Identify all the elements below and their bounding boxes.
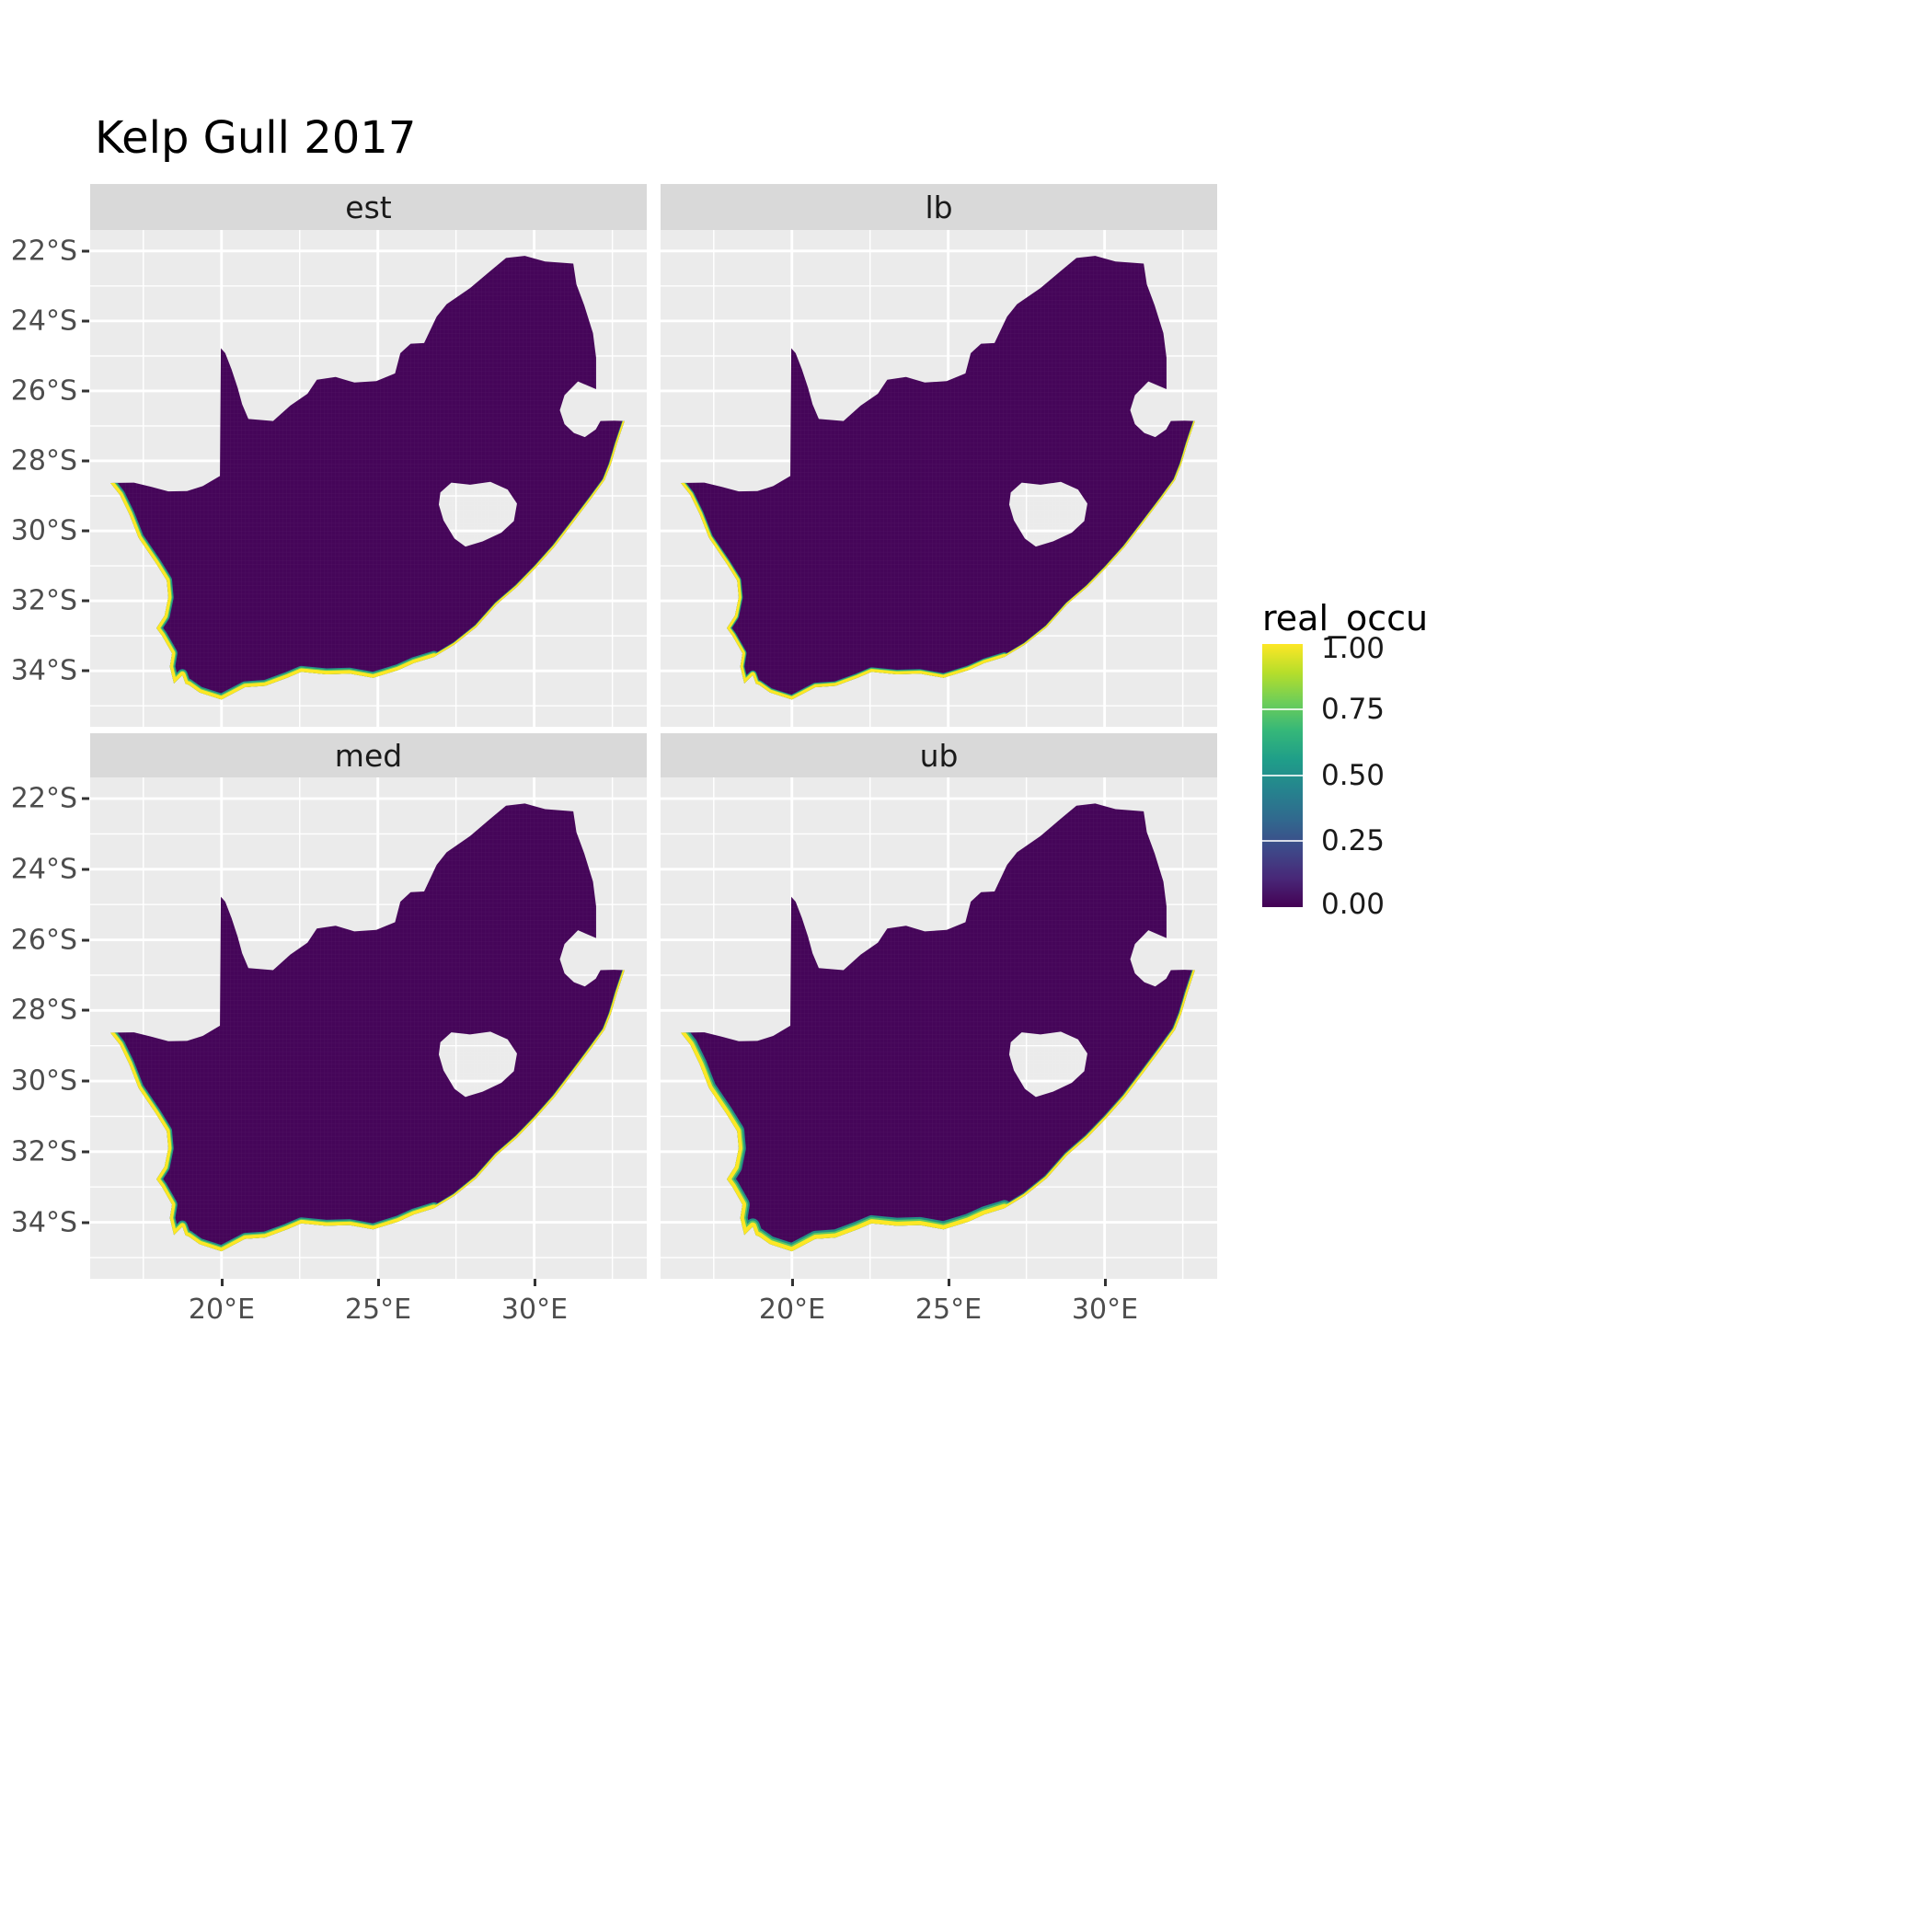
- y-axis-tick: [82, 319, 89, 323]
- x-axis-tick: [377, 1279, 380, 1286]
- legend-label: 0.50: [1321, 759, 1386, 792]
- legend-tick: [1262, 708, 1303, 710]
- legend-tick: [1262, 840, 1303, 842]
- x-axis-label: 25°E: [344, 1294, 412, 1326]
- map-panel-ub: [661, 777, 1217, 1279]
- legend-tick: [1262, 775, 1303, 776]
- facet-strip-med: med: [90, 733, 647, 777]
- south-africa-map-med: [90, 777, 647, 1279]
- y-axis-tick: [82, 1150, 89, 1154]
- y-axis-label: 26°S: [10, 924, 77, 957]
- map-panel-med: [90, 777, 647, 1279]
- legend-title: real_occu: [1262, 598, 1429, 638]
- x-axis-tick: [791, 1279, 794, 1286]
- x-axis-label: 25°E: [914, 1294, 983, 1326]
- legend-label: 0.25: [1321, 824, 1386, 857]
- legend-label: 0.75: [1321, 693, 1386, 726]
- y-axis-tick: [82, 1079, 89, 1083]
- y-axis-label: 28°S: [10, 444, 77, 477]
- x-axis-label: 20°E: [758, 1294, 826, 1326]
- facet-strip-ub: ub: [661, 733, 1217, 777]
- x-axis-label: 30°E: [500, 1294, 569, 1326]
- y-axis-label: 22°S: [10, 235, 77, 268]
- y-axis-label: 26°S: [10, 374, 77, 408]
- map-panel-est: [90, 230, 647, 727]
- facet-label-med: med: [334, 737, 403, 774]
- y-axis-tick: [82, 1008, 89, 1012]
- south-africa-map-est: [90, 230, 647, 727]
- y-axis-label: 24°S: [10, 305, 77, 338]
- y-axis-tick: [82, 938, 89, 942]
- south-africa-map-ub: [661, 777, 1217, 1279]
- facet-label-lb: lb: [925, 189, 953, 225]
- y-axis-tick: [82, 459, 89, 463]
- x-axis-tick: [534, 1279, 536, 1286]
- facet-label-est: est: [345, 189, 392, 225]
- y-axis-label: 30°S: [10, 514, 77, 547]
- facet-strip-lb: lb: [661, 184, 1217, 230]
- y-axis-label: 32°S: [10, 1135, 77, 1168]
- legend-label: 1.00: [1321, 632, 1386, 665]
- y-axis-tick: [82, 529, 89, 533]
- facet-label-ub: ub: [919, 737, 959, 774]
- y-axis-tick: [82, 1221, 89, 1225]
- legend-label: 0.00: [1321, 888, 1386, 921]
- facet-strip-est: est: [90, 184, 647, 230]
- south-africa-map-lb: [661, 230, 1217, 727]
- x-axis-label: 20°E: [188, 1294, 256, 1326]
- y-axis-label: 24°S: [10, 853, 77, 886]
- y-axis-tick: [82, 249, 89, 253]
- x-axis-label: 30°E: [1071, 1294, 1139, 1326]
- y-axis-tick: [82, 868, 89, 871]
- y-axis-label: 34°S: [10, 654, 77, 687]
- y-axis-tick: [82, 797, 89, 800]
- y-axis-tick: [82, 669, 89, 673]
- x-axis-tick: [1104, 1279, 1107, 1286]
- occupancy-raster-layer: [110, 256, 625, 700]
- plot-title: Kelp Gull 2017: [95, 112, 417, 164]
- x-axis-tick: [948, 1279, 950, 1286]
- y-axis-label: 30°S: [10, 1064, 77, 1098]
- y-axis-tick: [82, 599, 89, 603]
- y-axis-label: 34°S: [10, 1206, 77, 1239]
- y-axis-tick: [82, 389, 89, 393]
- map-panel-lb: [661, 230, 1217, 727]
- y-axis-label: 32°S: [10, 584, 77, 617]
- y-axis-label: 28°S: [10, 994, 77, 1027]
- y-axis-label: 22°S: [10, 782, 77, 815]
- x-axis-tick: [221, 1279, 224, 1286]
